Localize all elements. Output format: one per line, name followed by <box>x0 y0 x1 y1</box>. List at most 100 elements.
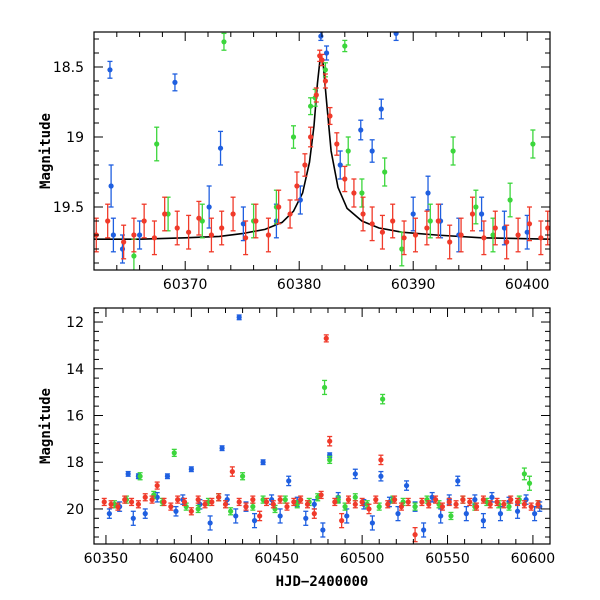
y-axis-title: Magnitude <box>38 388 54 464</box>
data-point-blue <box>395 505 401 522</box>
marker <box>308 103 314 109</box>
plot-area <box>101 314 543 543</box>
data-point-green <box>282 495 288 504</box>
data-point-red <box>385 500 391 509</box>
data-point-red <box>161 497 167 507</box>
data-point-red <box>162 196 168 232</box>
marker <box>174 225 180 231</box>
data-point-red <box>209 497 215 507</box>
data-point-blue <box>480 512 486 529</box>
data-point-blue <box>233 508 239 524</box>
marker <box>526 221 533 227</box>
data-point-red <box>276 189 282 225</box>
data-point-green <box>448 511 454 521</box>
marker <box>108 183 114 189</box>
data-point-blue <box>403 480 410 491</box>
data-point-red <box>131 217 137 253</box>
data-point-green <box>526 475 533 491</box>
data-point-red <box>284 502 290 511</box>
marker <box>342 176 348 182</box>
marker <box>318 33 324 39</box>
marker <box>514 508 521 514</box>
marker <box>202 501 208 507</box>
marker <box>282 497 288 503</box>
data-point-green <box>195 504 201 514</box>
marker <box>467 499 473 505</box>
data-point-green <box>376 502 382 511</box>
data-point-red <box>528 502 534 511</box>
data-point-red <box>339 512 345 529</box>
marker <box>410 211 416 217</box>
data-point-red <box>494 497 500 507</box>
data-point-red <box>313 87 319 103</box>
data-point-red <box>398 502 405 511</box>
marker <box>487 501 493 507</box>
data-point-red <box>265 217 272 253</box>
data-point-red <box>287 199 293 229</box>
data-point-red <box>318 490 324 500</box>
marker <box>206 204 212 210</box>
data-point-blue <box>352 468 358 480</box>
data-point-red <box>332 497 338 507</box>
data-point-red <box>101 497 107 507</box>
marker <box>263 499 270 505</box>
marker <box>379 229 386 235</box>
marker <box>119 246 126 252</box>
marker <box>458 232 464 238</box>
data-point-red <box>302 153 308 177</box>
marker <box>373 497 379 503</box>
marker <box>162 211 168 217</box>
data-point-green <box>327 455 333 465</box>
marker <box>405 499 411 505</box>
data-point-green <box>171 448 177 458</box>
marker <box>390 218 396 224</box>
data-point-red <box>270 500 276 509</box>
data-point-blue <box>463 505 469 522</box>
data-point-red <box>487 500 493 509</box>
data-point-red <box>453 500 459 509</box>
marker <box>327 457 333 463</box>
data-point-blue <box>107 60 113 79</box>
marker <box>515 232 521 238</box>
marker <box>399 246 405 252</box>
marker <box>154 141 160 147</box>
data-point-red <box>446 497 452 507</box>
marker <box>107 67 113 73</box>
data-point-red <box>141 203 147 239</box>
marker <box>480 518 486 524</box>
marker <box>438 513 444 519</box>
y-tick-label: 16 <box>66 408 84 424</box>
marker <box>243 235 249 241</box>
marker <box>142 494 148 500</box>
data-point-red <box>174 210 180 246</box>
x-tick-label: 60450 <box>254 551 299 567</box>
marker <box>122 497 128 503</box>
data-point-red <box>432 495 439 504</box>
marker <box>228 508 234 514</box>
marker <box>524 229 530 235</box>
data-point-blue <box>369 515 375 531</box>
data-point-blue <box>125 470 131 477</box>
marker <box>209 499 215 505</box>
marker <box>236 499 242 505</box>
data-point-blue <box>438 508 444 524</box>
marker <box>435 218 441 224</box>
marker <box>360 211 366 217</box>
marker <box>260 459 266 465</box>
data-point-blue <box>277 508 283 524</box>
data-point-blue <box>164 473 171 480</box>
data-point-red <box>128 497 135 507</box>
data-point-red <box>342 165 348 193</box>
marker <box>507 197 513 203</box>
data-point-blue <box>260 459 266 466</box>
y-tick-label: 19 <box>66 130 84 146</box>
marker <box>378 106 384 112</box>
marker <box>424 225 430 231</box>
data-point-blue <box>369 139 375 163</box>
marker <box>277 513 283 519</box>
data-point-red <box>467 497 473 507</box>
marker <box>403 482 410 489</box>
data-point-red <box>327 106 333 126</box>
marker <box>298 497 304 503</box>
